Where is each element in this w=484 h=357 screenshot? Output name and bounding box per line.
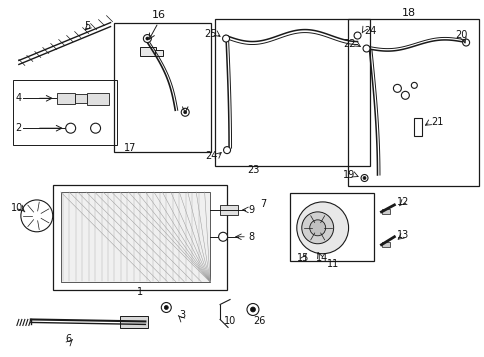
Circle shape [218,232,227,241]
Bar [382,242,390,247]
Text: 9: 9 [247,205,254,215]
Circle shape [65,123,76,133]
Circle shape [393,84,401,92]
Circle shape [181,108,189,116]
Bar [347,19,478,186]
Text: 13: 13 [396,230,408,240]
Text: 8: 8 [247,232,254,242]
Bar [120,316,148,328]
Circle shape [223,147,230,154]
Circle shape [301,212,333,244]
Circle shape [250,307,255,312]
Bar [413,118,422,136]
Text: 6: 6 [65,335,72,345]
Text: 19: 19 [343,170,355,180]
Text: 1: 1 [137,287,143,297]
Bar [382,209,390,214]
Text: 26: 26 [253,316,266,326]
Text: 25: 25 [204,29,217,39]
Text: 12: 12 [396,197,408,207]
Text: 24: 24 [364,26,376,36]
Circle shape [363,45,369,52]
Circle shape [146,37,149,40]
Bar [87,93,108,105]
Circle shape [164,306,168,310]
Text: 3: 3 [179,311,185,321]
Text: 16: 16 [151,10,165,20]
Text: 20: 20 [454,30,467,40]
Bar [155,50,163,56]
Text: 5: 5 [84,21,91,31]
Text: 15: 15 [296,253,308,263]
Text: 11: 11 [326,259,338,269]
Text: 14: 14 [315,253,327,263]
Text: 7: 7 [259,199,266,209]
Bar [57,93,75,104]
Circle shape [183,111,186,114]
Circle shape [21,200,53,232]
Bar [113,22,211,152]
Circle shape [246,303,258,316]
Bar [60,192,210,282]
Text: 2: 2 [15,123,22,133]
Circle shape [462,39,469,46]
Bar [53,185,227,290]
Circle shape [91,123,100,133]
Circle shape [401,91,408,99]
Circle shape [363,176,365,180]
Text: 10: 10 [11,203,23,213]
Circle shape [309,220,325,236]
Circle shape [353,32,360,39]
Circle shape [410,82,416,88]
Bar [75,94,87,103]
Bar [13,80,117,145]
Text: 18: 18 [401,7,416,17]
Bar [140,46,156,56]
Circle shape [222,35,229,42]
Circle shape [360,175,367,181]
Bar [215,19,369,166]
Bar [289,193,374,261]
Text: 4: 4 [16,93,22,103]
Circle shape [296,202,348,254]
Text: 24: 24 [205,151,218,161]
Text: 21: 21 [430,117,443,127]
Text: 17: 17 [124,143,136,153]
Text: 22: 22 [342,39,355,49]
Text: 23: 23 [246,165,258,175]
Circle shape [143,35,151,42]
Text: 10: 10 [224,316,236,326]
Bar [220,205,238,215]
Circle shape [161,302,171,312]
